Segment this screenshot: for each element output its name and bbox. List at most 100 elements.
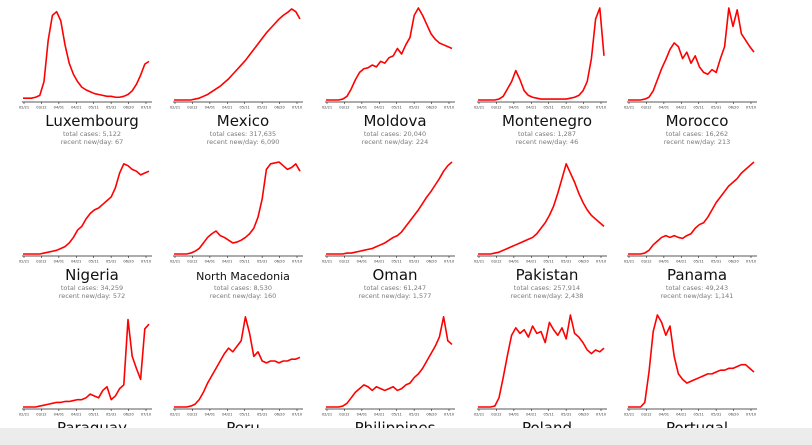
- x-tick-label: 04/01: [509, 413, 519, 417]
- x-tick-label: 05/11: [240, 106, 250, 110]
- x-tick-label: 02/21: [19, 260, 29, 264]
- x-tick-label: 06/20: [274, 106, 285, 110]
- x-tick-label: 02/21: [170, 260, 180, 264]
- chart-panel-panama: 02/21 03/12 04/01 04/21 05/11 05/31 06/20 07/10…: [624, 154, 767, 302]
- x-tick-label: 07/10: [746, 260, 757, 264]
- x-tick-label: 05/31: [711, 260, 721, 264]
- chart-title: Peru: [226, 419, 260, 429]
- chart-title: Moldova: [363, 112, 427, 130]
- x-tick-label: 05/11: [694, 106, 704, 110]
- recent-new-per-day-label: recent new/day: 6,090: [206, 138, 280, 146]
- recent-new-per-day-label: recent new/day: 46: [515, 138, 579, 146]
- chart-panel-paraguay: 02/21 03/12 04/01 04/21 05/11 05/31 06/20 07/10…: [19, 307, 162, 429]
- x-tick-label: 05/31: [561, 413, 571, 417]
- recent-new-per-day-label: recent new/day: 2,438: [510, 292, 584, 300]
- chart-title: North Macedonia: [196, 270, 290, 283]
- x-tick-label: 03/12: [641, 260, 651, 264]
- x-tick-label: 04/01: [205, 413, 215, 417]
- sparkline-chart: 02/21 03/12 04/01 04/21 05/11 05/31 06/20 07/10: [170, 161, 303, 264]
- x-tick-label: 04/01: [54, 260, 64, 264]
- x-tick-label: 05/31: [257, 260, 267, 264]
- sparkline-chart: 02/21 03/12 04/01 04/21 05/11 05/31 06/20 07/10: [322, 7, 455, 110]
- x-tick-label: 05/11: [392, 260, 402, 264]
- x-tick-label: 05/31: [561, 106, 571, 110]
- x-tick-label: 07/10: [596, 106, 607, 110]
- recent-new-per-day-label: recent new/day: 1,577: [358, 292, 432, 300]
- x-tick-label: 06/20: [123, 260, 134, 264]
- recent-new-per-day-label: recent new/day: 213: [663, 138, 731, 146]
- total-cases-label: total cases: 8,530: [213, 284, 273, 292]
- x-tick-label: 04/21: [374, 413, 384, 417]
- x-tick-label: 03/12: [641, 106, 651, 110]
- chart-panel-nigeria: 02/21 03/12 04/01 04/21 05/11 05/31 06/20 07/10…: [19, 154, 162, 302]
- chart-title: Mexico: [216, 112, 270, 130]
- x-tick-label: 05/11: [392, 413, 402, 417]
- x-tick-label: 04/01: [54, 413, 64, 417]
- x-tick-label: 05/31: [106, 260, 116, 264]
- series-line: [23, 318, 150, 408]
- chart-title: Luxembourg: [45, 112, 139, 130]
- x-tick-label: 05/31: [409, 106, 419, 110]
- total-cases-label: total cases: 49,243: [665, 284, 729, 292]
- series-line: [326, 7, 453, 101]
- x-tick-label: 04/21: [526, 106, 536, 110]
- chart-panel-mexico: 02/21 03/12 04/01 04/21 05/11 05/31 06/20 07/10…: [170, 0, 313, 148]
- x-tick-label: 05/31: [561, 260, 571, 264]
- chart-panel-peru: 02/21 03/12 04/01 04/21 05/11 05/31 06/20 07/10…: [170, 307, 313, 429]
- x-tick-label: 03/12: [36, 260, 46, 264]
- bottom-scroll-bar[interactable]: [0, 428, 812, 445]
- x-tick-label: 03/12: [339, 413, 349, 417]
- x-tick-label: 05/11: [544, 413, 554, 417]
- x-tick-label: 06/20: [578, 413, 589, 417]
- chart-title: Paraguay: [56, 419, 128, 429]
- recent-new-per-day-label: recent new/day: 67: [60, 138, 124, 146]
- chart-title: Pakistan: [515, 266, 579, 284]
- sparkline-chart: 02/21 03/12 04/01 04/21 05/11 05/31 06/20 07/10: [624, 7, 757, 110]
- series-line: [478, 7, 605, 101]
- chart-panel-luxembourg: 02/21 03/12 04/01 04/21 05/11 05/31 06/20 07/10…: [19, 0, 162, 148]
- x-tick-label: 04/01: [659, 106, 669, 110]
- x-tick-label: 03/12: [36, 413, 46, 417]
- series-line: [628, 314, 755, 408]
- x-tick-label: 04/21: [526, 260, 536, 264]
- sparkline-chart: 02/21 03/12 04/01 04/21 05/11 05/31 06/20 07/10: [170, 316, 303, 417]
- total-cases-label: total cases: 20,040: [363, 130, 427, 138]
- x-tick-label: 04/21: [676, 260, 686, 264]
- chart-panel-pakistan: 02/21 03/12 04/01 04/21 05/11 05/31 06/20 07/10…: [474, 154, 617, 302]
- x-tick-label: 02/21: [19, 106, 29, 110]
- x-tick-label: 04/01: [357, 106, 367, 110]
- series-line: [628, 7, 755, 101]
- total-cases-label: total cases: 257,914: [513, 284, 581, 292]
- chart-title: Montenegro: [501, 112, 592, 130]
- x-tick-label: 05/31: [711, 106, 721, 110]
- x-tick-label: 06/20: [274, 413, 285, 417]
- total-cases-label: total cases: 317,635: [209, 130, 277, 138]
- chart-title: Panama: [666, 266, 728, 284]
- chart-panel-philippines: 02/21 03/12 04/01 04/21 05/11 05/31 06/20 07/10…: [322, 307, 465, 428]
- x-tick-label: 07/10: [596, 260, 607, 264]
- chart-panel-montenegro: 02/21 03/12 04/01 04/21 05/11 05/31 06/20 07/10…: [474, 0, 617, 148]
- series-line: [326, 161, 453, 255]
- x-tick-label: 03/12: [187, 106, 197, 110]
- series-line: [628, 161, 755, 255]
- x-tick-label: 06/20: [728, 413, 739, 417]
- x-tick-label: 05/11: [240, 260, 250, 264]
- x-tick-label: 04/01: [659, 260, 669, 264]
- x-tick-label: 02/21: [474, 413, 484, 417]
- x-tick-label: 04/01: [205, 106, 215, 110]
- x-tick-label: 04/01: [357, 260, 367, 264]
- x-tick-label: 04/21: [676, 413, 686, 417]
- x-tick-label: 05/11: [694, 413, 704, 417]
- x-tick-label: 02/21: [170, 413, 180, 417]
- total-cases-label: total cases: 16,262: [665, 130, 729, 138]
- x-tick-label: 05/11: [392, 106, 402, 110]
- x-tick-label: 02/21: [624, 413, 634, 417]
- x-tick-label: 07/10: [141, 260, 152, 264]
- x-tick-label: 03/12: [491, 106, 501, 110]
- series-line: [23, 10, 150, 99]
- x-tick-label: 04/21: [71, 260, 81, 264]
- x-tick-label: 03/12: [491, 260, 501, 264]
- x-tick-label: 07/10: [444, 260, 455, 264]
- x-tick-label: 03/12: [339, 106, 349, 110]
- x-tick-label: 07/10: [292, 106, 303, 110]
